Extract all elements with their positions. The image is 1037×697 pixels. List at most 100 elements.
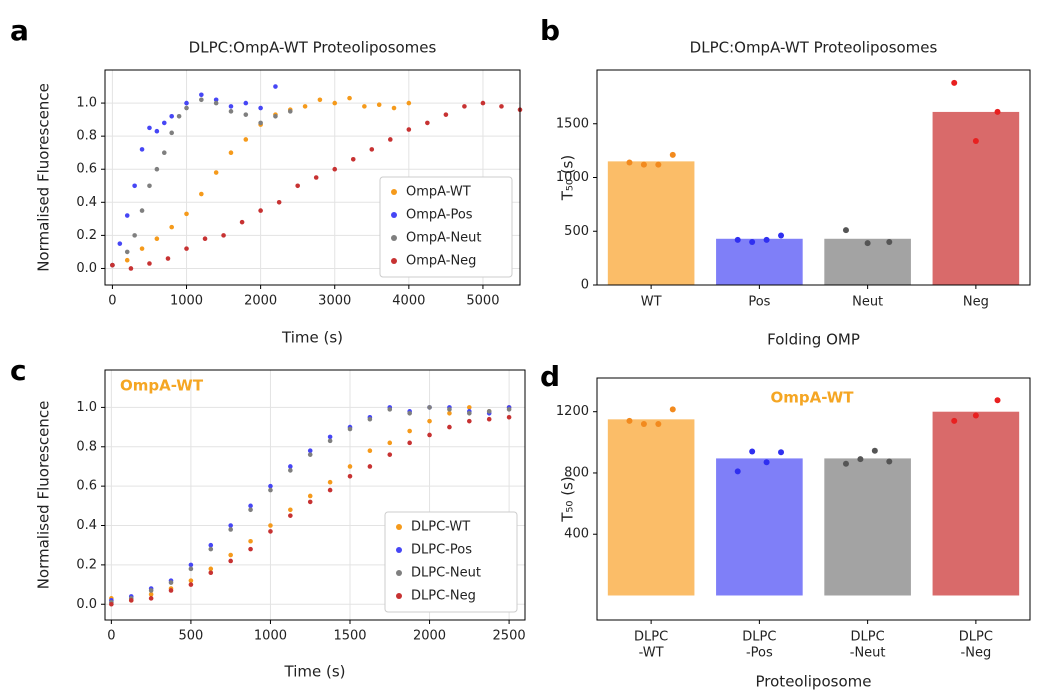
axes-frame — [596, 377, 1031, 621]
data-point — [307, 448, 313, 454]
y-tick-label: 0.8 — [76, 439, 97, 454]
data-point — [147, 183, 152, 189]
legend-label: OmpA-Neut — [406, 231, 482, 246]
data-point — [763, 236, 770, 243]
data-point — [842, 227, 849, 234]
data-point — [406, 100, 412, 106]
data-point — [188, 562, 194, 568]
legend-marker — [391, 212, 397, 218]
data-point — [327, 479, 333, 485]
data-point — [124, 257, 130, 263]
chart-title: DLPC:OmpA-WT Proteoliposomes — [690, 39, 938, 57]
data-point — [640, 420, 647, 427]
data-point — [317, 97, 323, 103]
data-point — [332, 100, 338, 106]
data-point — [213, 100, 219, 106]
data-point — [184, 100, 189, 106]
data-point — [248, 503, 253, 509]
data-point — [347, 464, 353, 469]
data-point — [124, 249, 130, 255]
data-point — [154, 128, 160, 134]
y-tick-label: 0.2 — [76, 228, 97, 243]
data-point — [886, 458, 893, 465]
data-point — [199, 92, 204, 98]
data-point — [669, 151, 676, 158]
legend-label: OmpA-Neg — [406, 254, 476, 269]
data-point — [288, 468, 293, 473]
bar — [932, 411, 1020, 596]
data-point — [132, 233, 137, 238]
x-tick-label: 1500 — [333, 629, 366, 644]
legend-marker — [391, 258, 397, 264]
data-point — [499, 104, 504, 109]
legend-marker — [396, 547, 402, 553]
data-point — [154, 236, 160, 241]
annotation: OmpA-WT — [120, 377, 204, 395]
axes-frame — [596, 69, 1031, 286]
data-point — [388, 137, 393, 142]
data-point — [447, 424, 452, 430]
y-tick-label: 0.4 — [76, 195, 97, 210]
data-point — [367, 464, 373, 469]
data-point — [734, 236, 741, 243]
data-point — [864, 240, 871, 247]
data-point — [228, 109, 234, 114]
data-point — [228, 523, 233, 528]
data-point — [243, 137, 249, 142]
legend-marker — [391, 235, 397, 241]
data-point — [208, 570, 214, 576]
legend-label: DLPC-WT — [411, 520, 470, 535]
data-point — [749, 239, 756, 245]
data-point — [407, 428, 412, 434]
x-tick-label: 2000 — [413, 629, 446, 644]
data-point — [139, 246, 145, 251]
data-point — [213, 97, 219, 103]
data-point — [147, 261, 152, 266]
bar — [716, 238, 803, 285]
data-point — [258, 105, 263, 111]
data-point — [288, 513, 293, 518]
chart-title: DLPC:OmpA-WT Proteoliposomes — [189, 39, 437, 57]
data-point — [307, 499, 313, 505]
data-point — [258, 208, 263, 213]
data-point — [109, 601, 114, 607]
data-point — [273, 84, 278, 89]
legend-marker — [396, 570, 402, 576]
x-tick-label: 1000 — [170, 294, 203, 309]
y-tick-label: 1.0 — [76, 96, 97, 111]
y-axis-label: T₅₀ (s) — [559, 476, 577, 522]
data-point — [951, 79, 958, 86]
data-point — [139, 147, 145, 152]
data-point — [228, 558, 233, 564]
legend-label: OmpA-Pos — [406, 208, 473, 223]
data-point — [347, 95, 352, 101]
data-point — [128, 598, 134, 603]
data-point — [749, 448, 756, 455]
data-point — [307, 493, 313, 499]
x-tick-label: -Pos — [746, 646, 773, 661]
x-tick-label: 0 — [108, 294, 116, 309]
data-point — [268, 523, 273, 528]
data-point — [221, 233, 226, 238]
data-point — [387, 407, 393, 412]
data-point — [147, 125, 152, 131]
x-tick-label: 0 — [107, 629, 115, 644]
y-tick-label: 0.0 — [76, 261, 97, 276]
x-tick-label: 4000 — [392, 294, 425, 309]
data-point — [184, 246, 189, 251]
data-point — [268, 483, 273, 489]
data-point — [362, 104, 367, 109]
x-tick-label: Pos — [748, 295, 770, 310]
data-point — [248, 538, 253, 544]
data-point — [276, 200, 282, 205]
data-point — [176, 114, 182, 119]
y-axis-label: Normalised Fluorescence — [35, 83, 53, 272]
y-tick-label: 400 — [564, 527, 589, 542]
data-point — [425, 120, 430, 126]
bar — [932, 111, 1020, 285]
data-point — [258, 120, 263, 126]
y-tick-label: 0.4 — [76, 518, 97, 533]
y-tick-label: 0.6 — [76, 162, 97, 177]
panel-label: d — [540, 360, 560, 393]
